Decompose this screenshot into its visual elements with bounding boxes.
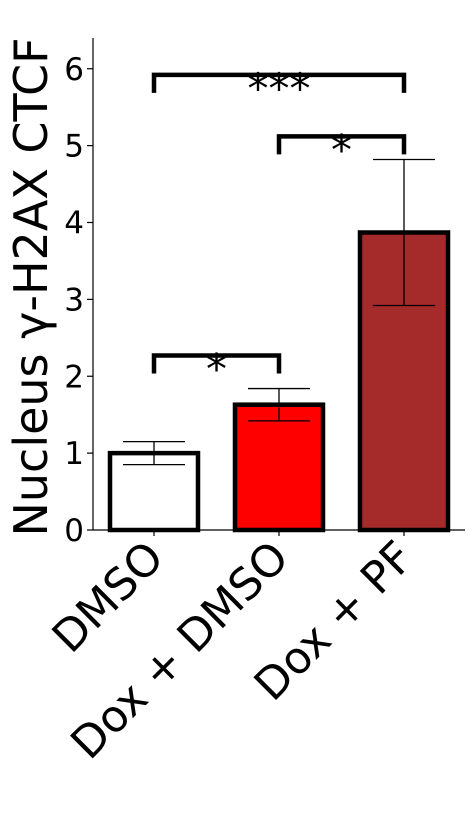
y-tick-label-1: 1: [64, 436, 84, 472]
significance-bracket-2: [151, 72, 407, 93]
significance-bracket-1: [276, 134, 407, 155]
significance-label-1: *: [331, 125, 352, 174]
significance-label-0: *: [206, 344, 227, 393]
significance-bracket-0: [151, 353, 282, 374]
y-tick-label-3: 3: [64, 282, 84, 318]
y-tick-label-6: 6: [64, 52, 84, 88]
x-tick-label-1: Dox + DMSO: [61, 532, 298, 769]
y-tick-label-5: 5: [64, 129, 84, 165]
y-tick-label-4: 4: [64, 206, 84, 242]
y-axis-label: Nucleus γ-H2AX CTCF: [4, 37, 58, 536]
bars-group: [107, 230, 451, 533]
error-bars-group: [123, 158, 435, 466]
y-tick-label-2: 2: [64, 359, 84, 395]
bar-1: [232, 402, 326, 533]
significance-label-2: ***: [248, 64, 311, 113]
significance-group: *****: [151, 64, 407, 393]
y-tick-label-0: 0: [64, 513, 84, 549]
